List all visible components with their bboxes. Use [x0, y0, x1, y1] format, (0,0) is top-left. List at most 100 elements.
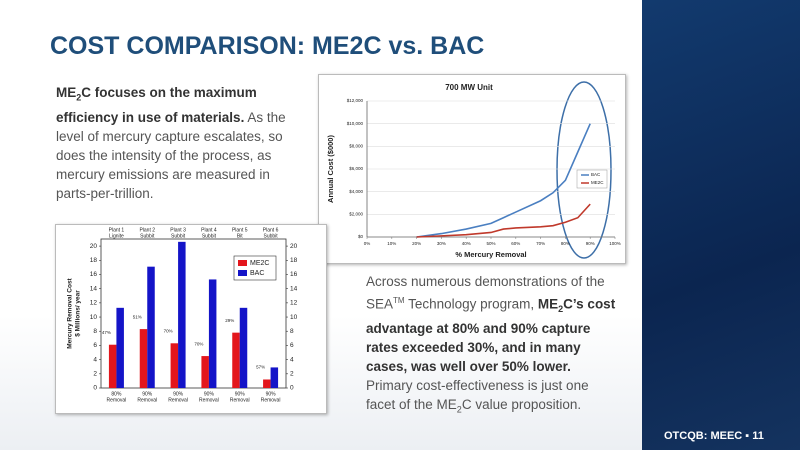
y-axis-label: Mercury Removal Cost: [67, 277, 74, 348]
y-tick-label: $10,000: [347, 121, 364, 126]
coal-type: Lignite: [109, 233, 124, 239]
text-run: 2: [558, 304, 564, 315]
savings-label: 47%: [102, 330, 111, 335]
coal-type: Subbit: [171, 233, 186, 239]
text-run: 2: [76, 92, 82, 103]
plant-label: Plant 6: [263, 227, 279, 233]
y2-tick-label: 16: [290, 271, 298, 278]
page-number: 11: [752, 430, 764, 442]
coal-type: Bit: [237, 233, 243, 239]
removal-rate: 90%: [173, 391, 184, 397]
coal-type: Subbit: [140, 233, 155, 239]
x-axis-label: % Mercury Removal: [455, 250, 526, 259]
coal-type: Subbit: [202, 233, 217, 239]
y-tick-label: 16: [90, 271, 98, 278]
intro-text: ME2C focuses on the maximum efficiency i…: [56, 83, 306, 203]
series-line: [416, 203, 591, 238]
x-tick-label: 100%: [609, 241, 621, 246]
x-tick-label: 70%: [536, 241, 545, 246]
plant-label: Plant 1: [109, 227, 125, 233]
legend-box: [576, 169, 608, 189]
text-run: ME: [537, 296, 559, 312]
y2-tick-label: 2: [290, 371, 294, 378]
y-tick-label: $4,000: [349, 189, 363, 194]
bar: [178, 241, 186, 388]
x-tick-label: 60%: [511, 241, 520, 246]
x-tick-label: 0%: [364, 241, 371, 246]
y2-tick-label: 6: [290, 342, 294, 349]
removal-rate: 90%: [266, 391, 277, 397]
removal-word: Removal: [230, 397, 250, 403]
bar: [170, 343, 179, 388]
y-tick-label: $8,000: [349, 144, 363, 149]
highlight-ellipse: [556, 81, 612, 259]
y-tick-label: 4: [93, 356, 97, 363]
y-tick-label: 10: [90, 314, 98, 321]
ticker: OTCQB: MEEC: [664, 430, 743, 442]
x-tick-label: 40%: [462, 241, 471, 246]
series-line: [416, 123, 591, 238]
plant-label: Plant 4: [201, 227, 217, 233]
text-run: Across numerous demonstrations of the SE…: [366, 274, 605, 312]
y-tick-label: $2,000: [349, 212, 363, 217]
y-tick-label: $6,000: [349, 166, 363, 171]
savings-label: 70%: [164, 328, 173, 333]
bar-chart: 0 2 4 6 8 10 12 14 16 18 20 0 2 4 6 8 10 12 14 16 18 20 Mercur…: [55, 224, 327, 414]
y2-tick-label: 8: [290, 328, 294, 335]
y2-tick-label: 18: [290, 257, 298, 264]
x-tick-label: 80%: [561, 241, 570, 246]
side-panel: [642, 0, 800, 450]
y-tick-label: 18: [90, 257, 98, 264]
y-axis-label: Annual Cost ($000): [326, 135, 335, 203]
y-tick-label: 14: [90, 285, 98, 292]
x-tick-label: 90%: [586, 241, 595, 246]
plant-label: Plant 3: [170, 227, 186, 233]
y2-tick-label: 20: [290, 243, 298, 250]
y-tick-label: 8: [93, 328, 97, 335]
removal-rate: 80%: [111, 391, 122, 397]
chart-title: 700 MW Unit: [445, 83, 493, 92]
text-run: Primary cost-effectiveness is just one f…: [366, 378, 589, 413]
bar: [116, 307, 124, 388]
savings-label: 51%: [133, 314, 142, 319]
bar: [108, 344, 117, 388]
text-run: Technology program,: [404, 296, 538, 312]
removal-word: Removal: [199, 397, 219, 403]
slide-title: COST COMPARISON: ME2C vs. BAC: [50, 32, 485, 60]
y2-tick-label: 14: [290, 285, 298, 292]
y2-tick-label: 10: [290, 314, 298, 321]
legend-label: ME2C: [591, 180, 604, 185]
bar: [232, 332, 240, 388]
savings-label: 57%: [256, 365, 265, 370]
text-run: TM: [393, 296, 405, 305]
y-axis-label: $ Millions/ year: [75, 290, 82, 337]
legend-label: BAC: [250, 270, 264, 277]
bar: [208, 279, 217, 388]
plant-label: Plant 2: [139, 227, 155, 233]
y-tick-label: $12,000: [347, 98, 364, 103]
text-run: ME: [56, 85, 77, 100]
x-tick-label: 20%: [412, 241, 421, 246]
removal-word: Removal: [168, 397, 188, 403]
text-run: 2: [456, 404, 462, 415]
bar: [139, 329, 148, 388]
text-run: C value proposition.: [461, 397, 582, 413]
bar: [270, 367, 279, 388]
y2-tick-label: 4: [290, 356, 294, 363]
bar: [201, 356, 209, 388]
legend-label: ME2C: [250, 260, 269, 267]
legend-swatch: [238, 260, 247, 266]
y-tick-label: $0: [358, 234, 364, 239]
y-tick-label: 20: [90, 243, 98, 250]
text-run: As the level of mercury capture escalate…: [56, 109, 286, 201]
removal-rate: 90%: [204, 391, 215, 397]
text-run: C’s cost advantage at 80% and 90% captur…: [366, 296, 616, 375]
removal-word: Removal: [107, 397, 127, 403]
removal-word: Removal: [137, 397, 157, 403]
x-tick-label: 30%: [437, 241, 446, 246]
coal-type: Subbit: [263, 233, 278, 239]
x-tick-label: 10%: [387, 241, 396, 246]
plant-label: Plant 5: [232, 227, 248, 233]
summary-text: Across numerous demonstrations of the SE…: [366, 272, 616, 420]
x-tick-label: 50%: [486, 241, 495, 246]
